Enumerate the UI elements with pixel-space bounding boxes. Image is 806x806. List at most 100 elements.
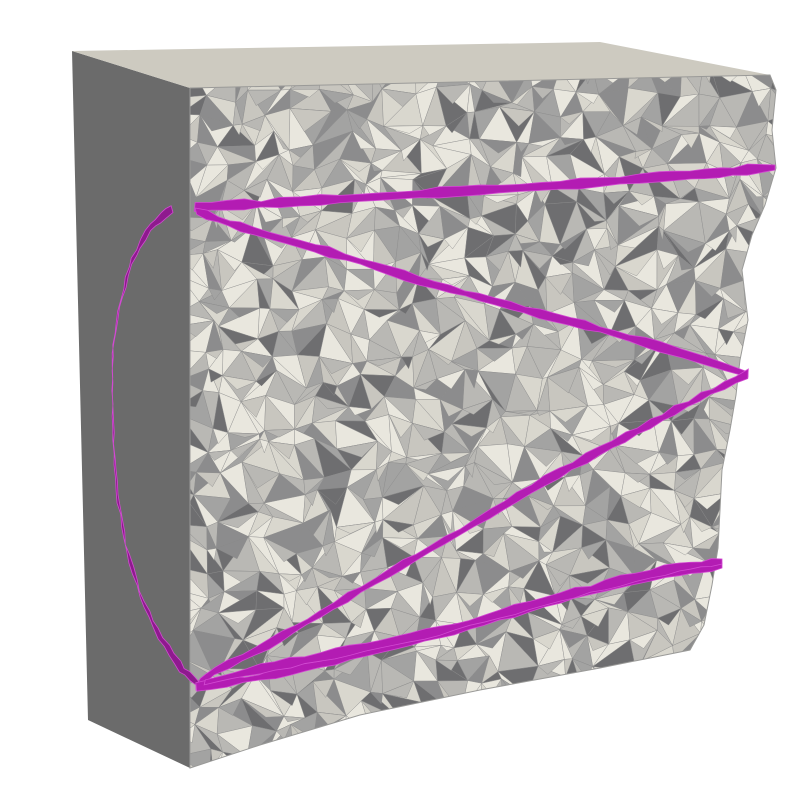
mesh-triangle [413, 378, 438, 390]
mesh-triangle [559, 228, 587, 250]
mesh-triangle [550, 428, 573, 442]
mesh-triangle [419, 330, 442, 343]
mesh-triangle [651, 308, 679, 325]
mesh-triangle [464, 368, 479, 389]
mesh-triangle [202, 249, 218, 269]
mesh-triangle [350, 608, 367, 629]
mesh-triangle [296, 586, 318, 606]
mesh-triangle [217, 511, 259, 529]
mesh-triangle [232, 123, 243, 136]
mesh-triangle [374, 519, 384, 535]
mesh-triangle [199, 114, 234, 132]
mesh-triangle [288, 144, 314, 158]
mesh-triangle [441, 275, 470, 286]
mesh-triangle [617, 226, 659, 249]
mesh-triangle [366, 356, 402, 367]
mesh-triangle [528, 496, 555, 510]
mesh-triangle [680, 516, 691, 534]
mesh-triangle [511, 86, 533, 105]
mesh-triangle [255, 154, 280, 170]
mesh-triangle [190, 113, 201, 136]
mesh-triangle [422, 582, 433, 606]
mesh-triangle [476, 347, 513, 362]
mesh-triangle [270, 690, 298, 706]
mesh-triangle [381, 88, 417, 107]
mesh-triangle [538, 541, 554, 553]
mesh-triangle [364, 309, 400, 318]
mesh-triangle [398, 302, 413, 315]
mesh-triangle [354, 178, 367, 195]
mesh-triangle [614, 249, 658, 277]
mesh-triangle [532, 629, 561, 650]
mesh-triangle [570, 597, 596, 606]
mesh-triangle [190, 320, 215, 337]
mesh-triangle [315, 395, 349, 409]
mesh-triangle [241, 261, 274, 275]
mesh-triangle [190, 724, 196, 744]
mesh-triangle [528, 137, 561, 147]
mesh-triangle [339, 158, 372, 172]
mesh-triangle [551, 255, 573, 265]
mesh-triangle [456, 592, 484, 607]
mesh-triangle [312, 567, 343, 579]
mesh-triangle [190, 157, 208, 182]
mesh-triangle [482, 533, 504, 557]
mesh-triangle [289, 108, 332, 132]
mesh-triangle [507, 250, 523, 268]
mesh-triangle [208, 368, 223, 383]
mesh-triangle [381, 485, 424, 505]
mesh-triangle [190, 216, 214, 232]
mesh-triangle [594, 592, 625, 605]
mesh-triangle [190, 469, 197, 486]
mesh-triangle [427, 465, 466, 482]
mesh-triangle [728, 225, 737, 243]
mesh-triangle [705, 230, 730, 252]
mesh-triangle [656, 249, 679, 270]
mesh-triangle [486, 416, 501, 434]
mesh-triangle [545, 272, 573, 295]
mesh-triangle [316, 487, 348, 505]
mesh-triangle [592, 359, 635, 368]
mesh-triangle [679, 187, 695, 199]
mesh-triangle [264, 429, 295, 438]
mesh-triangle [689, 516, 713, 532]
mesh-triangle [208, 591, 225, 603]
mesh-triangle [405, 463, 429, 482]
mesh-triangle [318, 356, 354, 375]
mesh-triangle [241, 461, 281, 489]
mesh-triangle [522, 250, 553, 270]
mesh-triangle [765, 134, 776, 152]
mesh-triangle [190, 390, 204, 408]
mesh-triangle [583, 136, 597, 153]
mesh-triangle [618, 205, 660, 227]
mesh-triangle [658, 225, 664, 241]
mesh-triangle [718, 328, 734, 346]
mesh-triangle [247, 89, 282, 106]
mesh-triangle [322, 541, 335, 557]
mesh-triangle [382, 519, 415, 533]
mesh-triangle [678, 254, 695, 271]
mesh-triangle [560, 111, 584, 125]
mesh-triangle [693, 492, 728, 510]
mesh-triangle [581, 539, 607, 560]
mesh-triangle [420, 252, 430, 272]
mesh-triangle [531, 86, 554, 100]
mesh-triangle [641, 116, 663, 133]
mesh-triangle [241, 698, 285, 718]
mesh-triangle [322, 382, 338, 396]
mesh-triangle [490, 166, 514, 183]
mesh-triangle [464, 462, 475, 479]
mesh-triangle [440, 645, 455, 652]
mesh-triangle [511, 478, 541, 490]
mesh-triangle [723, 298, 747, 319]
mesh-triangle [692, 532, 720, 550]
mesh-triangle [312, 678, 335, 698]
mesh-triangle [752, 88, 772, 108]
mesh-triangle [381, 680, 415, 699]
mesh-triangle [512, 156, 523, 178]
mesh-triangle [263, 537, 297, 563]
mesh-triangle [575, 91, 600, 104]
mesh-triangle [516, 142, 530, 153]
